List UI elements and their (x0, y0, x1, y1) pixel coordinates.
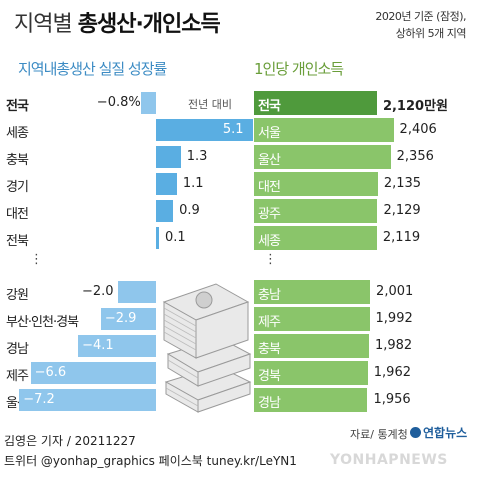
growth-value-label: 0.1 (165, 230, 186, 245)
income-value-label: 2,129 (383, 203, 421, 218)
income-value-label: 2,406 (399, 122, 437, 137)
growth-value-label: −4.1 (82, 338, 114, 353)
growth-bar (156, 173, 177, 195)
income-value-label: 2,120만원 (382, 99, 448, 114)
growth-bar (156, 119, 253, 141)
income-region-label: 세종 (258, 234, 281, 249)
yonhap-logo-icon (410, 427, 421, 438)
income-bar (254, 226, 377, 250)
growth-region-label: 전북 (6, 234, 29, 249)
income-value-label: 2,135 (383, 176, 422, 191)
growth-region-label: 대전 (6, 207, 29, 222)
growth-bar (140, 92, 156, 114)
basis-note: 2020년 기준 (잠정), 상하위 5개 지역 (375, 8, 466, 42)
growth-value-label: −6.6 (34, 365, 67, 380)
growth-legend-yoy: 전년 대비 (188, 98, 232, 111)
income-bar (254, 361, 368, 385)
growth-region-label: 세종 (6, 126, 29, 141)
growth-value-label: 1.1 (182, 176, 204, 191)
income-bar (254, 145, 391, 169)
income-value-label: 2,119 (382, 230, 421, 245)
title-bold: 총생산·개인소득 (77, 12, 221, 37)
growth-value-label: −2.9 (104, 311, 137, 326)
yonhap-logo: 연합뉴스 (410, 424, 467, 441)
social-credit: 트위터 @yonhap_graphics 페이스북 tuney.kr/LeYN1 (4, 454, 297, 468)
byline: 김영은 기자 / 20211227 (4, 434, 136, 448)
income-region-label: 광주 (258, 207, 281, 222)
income-value-label: 2,356 (396, 149, 434, 164)
growth-ellipsis: ⋮ (30, 252, 43, 267)
growth-bar (100, 308, 156, 330)
income-value-label: 1,992 (375, 311, 413, 326)
growth-bar (118, 281, 156, 303)
growth-bar (19, 389, 156, 411)
growth-bar (156, 200, 174, 222)
growth-value-label: −7.2 (23, 392, 55, 407)
growth-bar (78, 335, 156, 357)
income-region-label: 경남 (258, 396, 281, 411)
title-light: 지역별 (14, 12, 78, 37)
income-bar (254, 91, 377, 115)
income-value-label: 1,982 (374, 338, 413, 353)
income-value-label: 1,962 (373, 365, 411, 380)
growth-value-label: 1.3 (186, 149, 208, 164)
income-region-label: 서울 (258, 126, 281, 141)
basis-note-line1: 2020년 기준 (잠정), (375, 10, 466, 23)
income-bar (254, 388, 368, 412)
growth-region-label: 강원 (6, 288, 29, 303)
income-region-label: 전국 (258, 99, 281, 114)
growth-region-label: 경기 (6, 180, 29, 195)
income-value-label: 2,001 (376, 284, 414, 299)
income-bar (254, 307, 370, 331)
growth-region-label: 경남 (6, 342, 29, 357)
income-region-label: 대전 (258, 180, 281, 195)
brand-name: 연합뉴스 (423, 426, 468, 440)
income-section-title: 1인당 개인소득 (254, 60, 344, 78)
growth-bar (156, 146, 181, 168)
income-bar (254, 172, 378, 196)
income-region-label: 경북 (258, 369, 281, 384)
income-value-label: 1,956 (373, 392, 411, 407)
basis-note-line2: 상하위 5개 지역 (395, 27, 467, 40)
growth-value-label: −2.0 (82, 284, 114, 299)
growth-bar (30, 362, 156, 384)
growth-region-label: 전국 (6, 99, 29, 114)
growth-region-label: 충북 (6, 153, 29, 168)
growth-value-label: −0.8% (96, 95, 141, 110)
income-ellipsis: ⋮ (264, 252, 277, 267)
income-bar (254, 334, 369, 358)
watermark: YONHAPNEWS (330, 452, 448, 468)
income-region-label: 울산 (258, 153, 281, 168)
growth-section-title: 지역내총생산 실질 성장률 (18, 60, 167, 78)
income-bar (254, 118, 394, 142)
growth-value-label: 0.9 (179, 203, 200, 218)
growth-region-label: 제주 (6, 369, 29, 384)
income-region-label: 충북 (258, 342, 281, 357)
income-region-label: 제주 (258, 315, 281, 330)
growth-region-label: 부산·인천·경북 (6, 315, 79, 330)
growth-bar (156, 227, 159, 249)
income-region-label: 충남 (258, 288, 281, 303)
source-note: 자료/ 통계청 (350, 428, 408, 441)
income-bar (254, 280, 371, 304)
money-stack-illustration (162, 283, 252, 413)
page-title: 지역별 총생산·개인소득 (14, 6, 221, 38)
income-bar (254, 199, 378, 223)
growth-value-label: 5.1 (222, 122, 244, 137)
